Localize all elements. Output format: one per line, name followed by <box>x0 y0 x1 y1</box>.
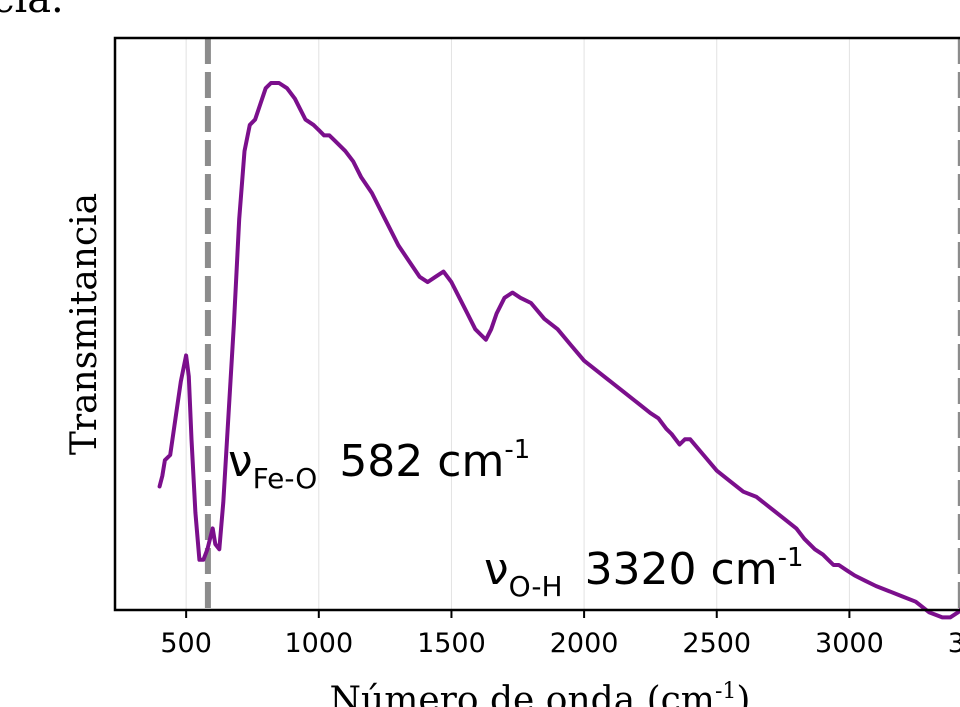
annotations: νFe-O 582 cm-1νO-H 3320 cm-1 <box>228 435 804 603</box>
annotation-nu: ν <box>228 436 253 487</box>
reference-lines <box>204 38 960 610</box>
x-tick-label-2000: 2000 <box>550 628 619 659</box>
grid <box>185 38 850 610</box>
annotation-value: 3320 cm <box>585 544 778 595</box>
x-tick-label-1500: 1500 <box>417 628 486 659</box>
plot-frame <box>113 36 960 612</box>
annotation-1: νFe-O 582 cm-1 <box>228 435 530 495</box>
annotation-2: νO-H 3320 cm-1 <box>484 543 804 603</box>
annotation-subscript: Fe-O <box>253 462 318 495</box>
x-axis-label-sup: -1 <box>715 679 736 704</box>
x-tick-label-500: 500 <box>160 628 212 659</box>
x-tick-label-3500: 3500 <box>948 628 960 659</box>
annotation-value: 582 cm <box>339 436 504 487</box>
clipped-title-text: cia. <box>0 0 64 22</box>
x-tick-label-3000: 3000 <box>815 628 884 659</box>
x-tick-label-1000: 1000 <box>284 628 353 659</box>
series-group <box>157 81 960 620</box>
annotation-subscript: O-H <box>509 570 563 603</box>
annotation-nu: ν <box>484 544 509 595</box>
y-axis-label: Transmitancia <box>64 193 105 455</box>
annotation-superscript: -1 <box>778 543 804 573</box>
annotation-superscript: -1 <box>504 435 530 465</box>
x-tick-label-2500: 2500 <box>682 628 751 659</box>
x-axis-label-main: Número de onda (cm <box>330 680 715 707</box>
x-axis-label-close: ) <box>736 680 750 707</box>
x-ticks: 50010001500200025003000350040 <box>160 610 960 659</box>
x-axis-label: Número de onda (cm-1) <box>330 679 751 707</box>
series-line-transmitancia <box>157 81 960 620</box>
